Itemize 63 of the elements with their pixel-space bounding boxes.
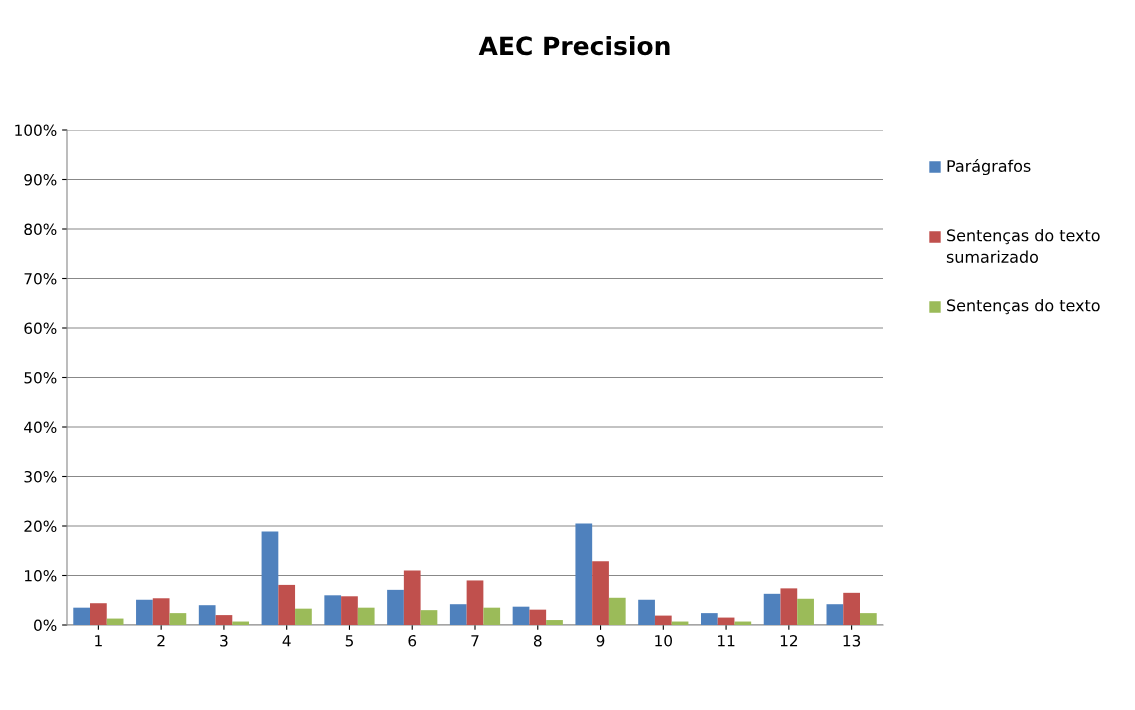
bar bbox=[449, 604, 467, 625]
bar bbox=[198, 605, 216, 625]
bar bbox=[324, 595, 342, 625]
bar bbox=[843, 592, 860, 625]
y-tick-label: 80% bbox=[24, 223, 57, 236]
x-tick-label: 3 bbox=[220, 634, 228, 647]
y-tick-label: 100% bbox=[15, 124, 57, 137]
x-tick-label: 8 bbox=[533, 634, 542, 647]
y-tick-label: 20% bbox=[24, 520, 57, 533]
bar bbox=[512, 606, 530, 625]
bar bbox=[826, 604, 844, 625]
bar bbox=[466, 580, 484, 625]
x-tick-label: 6 bbox=[408, 634, 417, 647]
bar bbox=[780, 588, 798, 625]
bar bbox=[608, 597, 626, 625]
y-tick-label: 0% bbox=[34, 619, 57, 632]
bar bbox=[654, 615, 672, 625]
x-tick-label: 13 bbox=[843, 634, 861, 647]
bar bbox=[387, 589, 404, 625]
bar bbox=[638, 599, 655, 625]
bar bbox=[278, 584, 296, 625]
y-tick-label: 90% bbox=[24, 173, 57, 186]
bar bbox=[169, 613, 187, 625]
x-tick-label: 4 bbox=[282, 635, 291, 647]
bar bbox=[136, 599, 153, 625]
x-tick-label: 5 bbox=[345, 635, 353, 647]
bar bbox=[341, 596, 358, 625]
bar bbox=[357, 607, 375, 625]
x-tick-label: 12 bbox=[780, 634, 798, 647]
legend-label: Sentenças do texto bbox=[947, 299, 1100, 315]
bar bbox=[73, 607, 91, 625]
y-tick-label: 60% bbox=[24, 322, 57, 335]
bar bbox=[575, 523, 593, 625]
x-tick-label: 10 bbox=[655, 634, 673, 647]
x-tick-label: 7 bbox=[471, 635, 479, 647]
bar bbox=[592, 561, 609, 625]
bar bbox=[295, 608, 312, 625]
y-tick-label: 10% bbox=[25, 569, 57, 582]
y-tick-label: 30% bbox=[24, 470, 57, 483]
bar bbox=[420, 610, 438, 625]
x-tick-label: 1 bbox=[95, 635, 102, 647]
y-tick-label: 70% bbox=[24, 272, 57, 285]
y-tick-label: 40% bbox=[24, 421, 57, 434]
bar bbox=[152, 598, 170, 625]
y-tick-label: 50% bbox=[24, 371, 57, 384]
bar bbox=[90, 603, 107, 625]
bar bbox=[700, 613, 718, 625]
bar bbox=[717, 617, 735, 625]
bar bbox=[215, 615, 233, 625]
chart-title: AEC Precision bbox=[478, 35, 670, 56]
legend-label: Sentenças do texto sumarizado bbox=[946, 229, 1100, 263]
legend-label: Parágrafos bbox=[947, 159, 1031, 176]
bar bbox=[261, 531, 279, 625]
bar bbox=[403, 570, 421, 625]
bar bbox=[763, 593, 781, 625]
bar bbox=[529, 609, 547, 625]
x-tick-label: 11 bbox=[718, 635, 735, 647]
bar bbox=[546, 620, 563, 625]
bar bbox=[797, 598, 814, 625]
bar bbox=[483, 607, 501, 625]
x-tick-label: 2 bbox=[157, 634, 165, 647]
x-tick-label: 9 bbox=[596, 634, 605, 647]
bar bbox=[859, 613, 877, 625]
